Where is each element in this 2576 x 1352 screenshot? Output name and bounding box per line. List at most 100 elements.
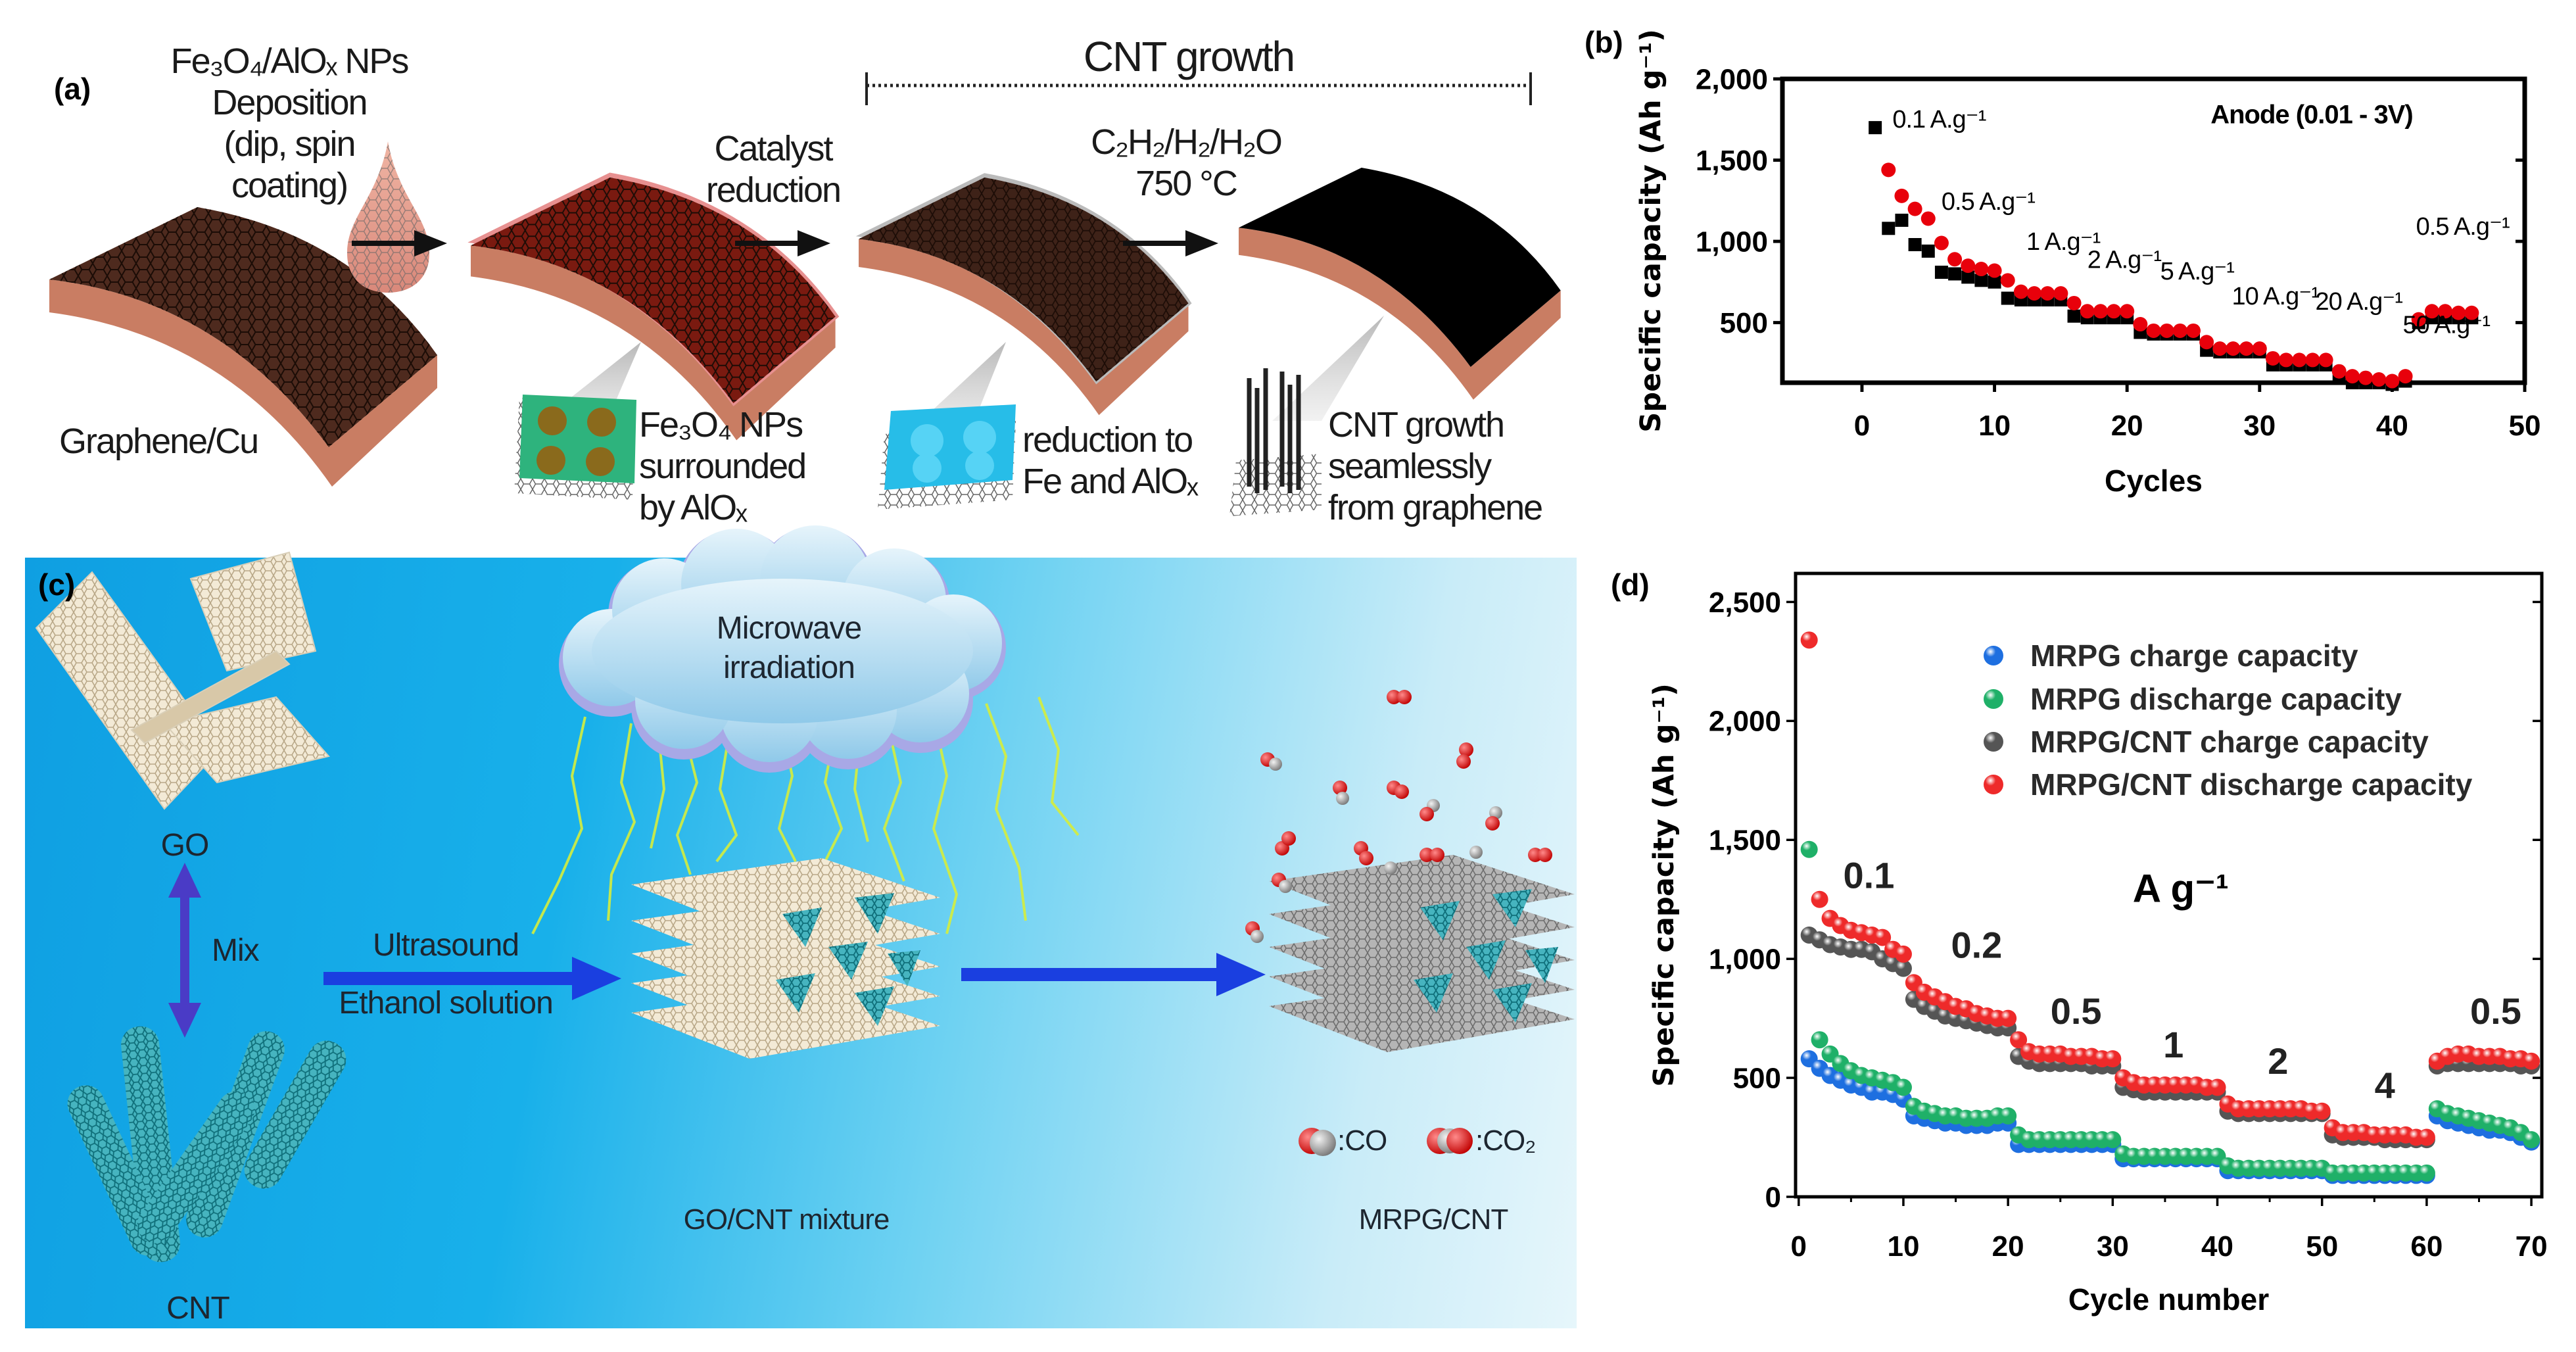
series-mrpg-discharge-capacity xyxy=(1800,840,2540,1182)
cloud-line-1: Microwave xyxy=(716,611,862,646)
co2-molecule xyxy=(1387,690,1412,704)
cnt-forest-slab xyxy=(1239,168,1561,400)
data-point-circle xyxy=(2093,304,2108,319)
data-point-circle xyxy=(2199,335,2214,350)
x-axis-title: Cycle number xyxy=(2068,1282,2269,1316)
data-point-square xyxy=(2067,309,2081,323)
current-density-annotation: 0.1 A.g⁻¹ xyxy=(1892,106,1986,133)
legend-marker xyxy=(1984,732,2003,752)
co-legend-icon xyxy=(1299,1128,1336,1156)
substrate-label: Graphene/Cu xyxy=(59,422,259,461)
data-point-circle xyxy=(2279,352,2294,368)
data-point-square xyxy=(1961,270,1975,284)
data-point xyxy=(2010,1031,2028,1049)
y-tick-label: 1,000 xyxy=(1696,226,1768,258)
ethanol-solution-label: Ethanol solution xyxy=(339,986,554,1021)
y-tick-label: 500 xyxy=(1733,1062,1781,1094)
cnt-label: CNT xyxy=(166,1291,230,1326)
data-point xyxy=(1811,890,1828,908)
panel-a-label: (a) xyxy=(54,72,91,106)
data-point xyxy=(2418,1164,2435,1182)
gas-mixture: C₂H₂/H₂/H₂O xyxy=(1091,122,1283,162)
x-tick-label: 50 xyxy=(2509,410,2541,442)
data-point-circle xyxy=(1907,201,1922,216)
go-label: GO xyxy=(160,828,210,863)
cloud-line-2: irradiation xyxy=(723,650,855,685)
x-tick-label: 0 xyxy=(1791,1230,1807,1263)
data-point-circle xyxy=(2252,341,2267,356)
current-density-unit-label: A g⁻¹ xyxy=(2133,866,2229,910)
current-density-annotation: 0.5 A.g⁻¹ xyxy=(1942,188,2035,216)
data-point-circle xyxy=(2013,284,2028,299)
graphene-oxide-sheets xyxy=(35,551,330,810)
legend-marker xyxy=(1984,646,2003,665)
co-molecule xyxy=(1272,873,1292,893)
x-tick-label: 40 xyxy=(2376,410,2408,442)
panel-c-label: (c) xyxy=(38,567,76,602)
mix-double-arrow-icon xyxy=(168,863,201,1038)
current-density-annotation: 1 A.g⁻¹ xyxy=(2026,228,2101,256)
data-point xyxy=(2523,1052,2540,1070)
x-tick-label: 70 xyxy=(2516,1230,2548,1263)
panel-b-label: (b) xyxy=(1585,25,1623,59)
data-point-circle xyxy=(2185,323,2201,338)
reduced-catalyst-slab xyxy=(855,173,1192,416)
data-point-circle xyxy=(2107,304,2122,319)
co2-molecule xyxy=(1528,848,1552,862)
data-point-circle xyxy=(2239,341,2254,356)
data-point xyxy=(1894,959,1912,977)
data-point xyxy=(1999,1009,2017,1027)
data-point xyxy=(1999,1107,2017,1124)
data-point xyxy=(1894,1078,1912,1096)
rate-label: 0.1 xyxy=(1844,855,1895,896)
mrpg-cnt-label: MRPG/CNT xyxy=(1358,1203,1509,1236)
current-density-annotation: 5 A.g⁻¹ xyxy=(2160,258,2235,285)
data-point-circle xyxy=(2385,374,2400,389)
inset1-line: by AlOₓ xyxy=(639,488,748,527)
data-point-square xyxy=(1974,274,1988,287)
data-point-circle xyxy=(2133,317,2148,332)
cnt-forest-inset xyxy=(1229,368,1322,516)
deposition-line: (dip, spin xyxy=(224,124,356,164)
legend-marker xyxy=(1984,689,2003,709)
process-arrow-2 xyxy=(735,230,830,256)
inset1-line: Fe₃O₄ NPs xyxy=(639,405,803,445)
data-point-circle xyxy=(1961,258,1976,274)
mix-label: Mix xyxy=(212,933,260,968)
current-density-annotation: 2 A.g⁻¹ xyxy=(2087,247,2162,274)
data-point-circle xyxy=(1974,262,1989,277)
data-point-circle xyxy=(2027,286,2042,301)
data-point xyxy=(2104,1050,2122,1068)
graphene-cu-slab xyxy=(49,207,437,487)
data-point xyxy=(2104,1131,2122,1149)
y-tick-label: 0 xyxy=(1765,1181,1781,1213)
inset3-caption: CNT growth seamlessly from graphene xyxy=(1328,404,1543,529)
data-point-circle xyxy=(2080,304,2095,319)
rate-label: 4 xyxy=(2375,1065,2395,1106)
catalyst-coated-slab xyxy=(467,172,840,441)
data-point xyxy=(1800,840,1818,858)
data-point-circle xyxy=(2451,305,2466,320)
data-point-circle xyxy=(2212,341,2228,356)
carbon-nanotube-bundle xyxy=(67,1026,346,1263)
rate-label: 0.2 xyxy=(1951,925,2002,966)
go-cnt-mixture-label: GO/CNT mixture xyxy=(683,1203,890,1236)
cnt-growth-header: CNT growth xyxy=(1083,33,1295,80)
gas-molecules xyxy=(1245,690,1552,943)
catalyst-line: Catalyst xyxy=(714,129,833,168)
mrpg-cnt-stack xyxy=(1269,855,1575,1052)
current-density-annotation: 0.5 A.g⁻¹ xyxy=(2416,213,2510,241)
y-axis-title: Specific capacity (Ah g⁻¹) xyxy=(1648,683,1681,1087)
y-tick-label: 1,500 xyxy=(1709,825,1781,857)
cnt-growth-bracket xyxy=(865,72,1532,105)
y-tick-label: 1,000 xyxy=(1709,944,1781,976)
rate-label: 2 xyxy=(2268,1040,2288,1082)
growth-conditions: C₂H₂/H₂/H₂O 750 °C xyxy=(1091,122,1283,205)
data-point-circle xyxy=(2146,323,2161,338)
data-point xyxy=(2523,1131,2540,1149)
inset1-caption: Fe₃O₄ NPs surrounded by AlOₓ xyxy=(639,404,807,529)
co2-molecule xyxy=(1419,848,1444,862)
data-point-circle xyxy=(1987,263,2002,278)
anode-voltage-annotation: Anode (0.01 - 3V) xyxy=(2210,100,2413,129)
